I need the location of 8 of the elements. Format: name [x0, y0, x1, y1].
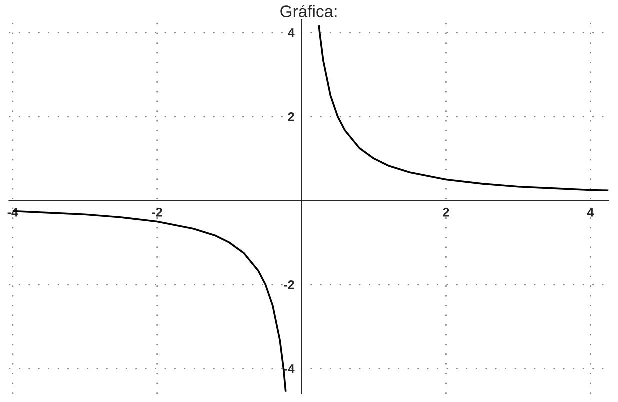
y-tick-label: -4: [284, 364, 295, 374]
chart-title: Gráfica:: [280, 5, 337, 18]
y-tick-label: 4: [288, 28, 295, 38]
x-tick-label: 4: [587, 208, 594, 217]
y-tick-label: -2: [284, 280, 294, 290]
y-tick-label: 2: [288, 112, 294, 122]
x-tick-label: 2: [443, 208, 450, 217]
x-tick-label: -2: [152, 208, 162, 217]
